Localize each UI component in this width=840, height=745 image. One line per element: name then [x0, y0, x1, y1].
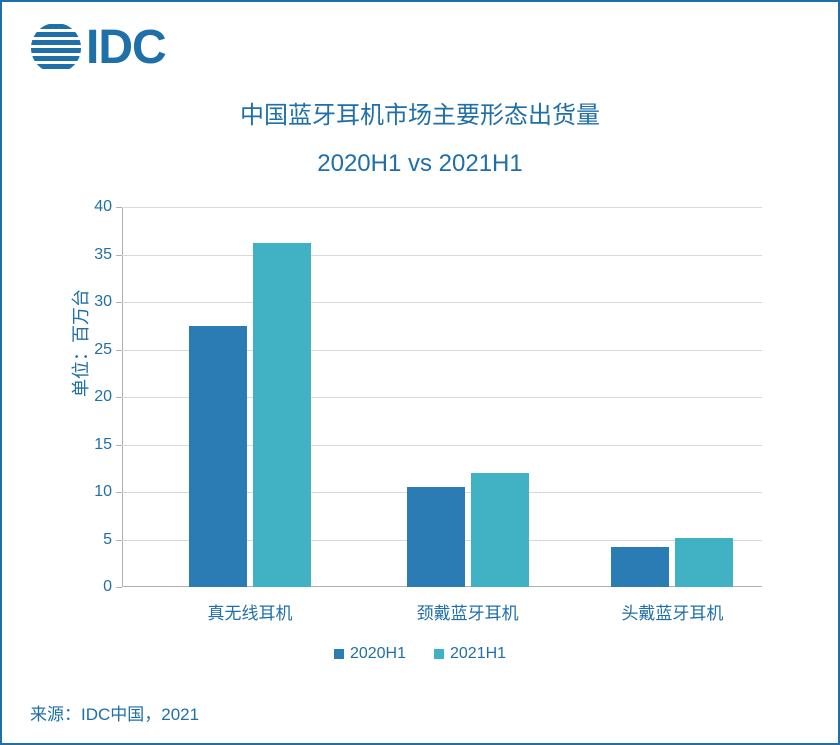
x-category-label: 头戴蓝牙耳机 [621, 599, 723, 624]
y-tick-label: 0 [103, 578, 112, 596]
x-category-label: 颈戴蓝牙耳机 [417, 599, 519, 624]
y-tick-mark [116, 350, 122, 351]
legend-label: 2020H1 [350, 645, 406, 663]
y-tick-label: 30 [94, 293, 112, 311]
source-text: 来源：IDC中国，2021 [30, 700, 199, 725]
y-tick-mark [116, 397, 122, 398]
legend-swatch [334, 649, 344, 659]
y-tick-label: 40 [94, 198, 112, 216]
y-tick-mark [116, 445, 122, 446]
grid-line [122, 207, 762, 208]
bar [407, 487, 465, 587]
y-tick-mark [116, 492, 122, 493]
plot: 0510152025303540真无线耳机颈戴蓝牙耳机头戴蓝牙耳机 [122, 207, 762, 587]
grid-line [122, 255, 762, 256]
y-tick-label: 35 [94, 246, 112, 264]
globe-icon [30, 22, 82, 74]
legend-swatch [434, 649, 444, 659]
y-tick-label: 25 [94, 341, 112, 359]
bar [189, 326, 247, 587]
y-tick-label: 10 [94, 483, 112, 501]
legend-item: 2020H1 [334, 645, 406, 663]
chart-title-line1: 中国蓝牙耳机市场主要形态出货量 [2, 97, 838, 135]
legend: 2020H1 2021H1 [2, 645, 838, 663]
chart-title: 中国蓝牙耳机市场主要形态出货量 2020H1 vs 2021H1 [2, 97, 838, 184]
idc-logo: IDC [30, 20, 166, 75]
y-tick-mark [116, 302, 122, 303]
bar [471, 473, 529, 587]
source-value: IDC中国，2021 [81, 705, 199, 724]
chart-frame: IDC 中国蓝牙耳机市场主要形态出货量 2020H1 vs 2021H1 单位：… [0, 0, 840, 745]
y-axis-label: 单位：百万台 [67, 289, 93, 397]
y-tick-mark [116, 207, 122, 208]
y-tick-mark [116, 540, 122, 541]
logo-text: IDC [86, 20, 166, 75]
legend-item: 2021H1 [434, 645, 506, 663]
chart-area: 中国蓝牙耳机市场主要形态出货量 2020H1 vs 2021H1 单位：百万台 … [2, 97, 838, 688]
y-tick-label: 20 [94, 388, 112, 406]
y-tick-label: 15 [94, 436, 112, 454]
y-tick-label: 5 [103, 531, 112, 549]
grid-line [122, 302, 762, 303]
y-tick-mark [116, 255, 122, 256]
bar [253, 243, 311, 587]
legend-label: 2021H1 [450, 645, 506, 663]
y-tick-mark [116, 587, 122, 588]
bar [611, 547, 669, 587]
chart-title-line2: 2020H1 vs 2021H1 [2, 145, 838, 183]
bar [675, 538, 733, 587]
x-category-label: 真无线耳机 [208, 599, 293, 624]
source-label: 来源： [30, 705, 81, 724]
